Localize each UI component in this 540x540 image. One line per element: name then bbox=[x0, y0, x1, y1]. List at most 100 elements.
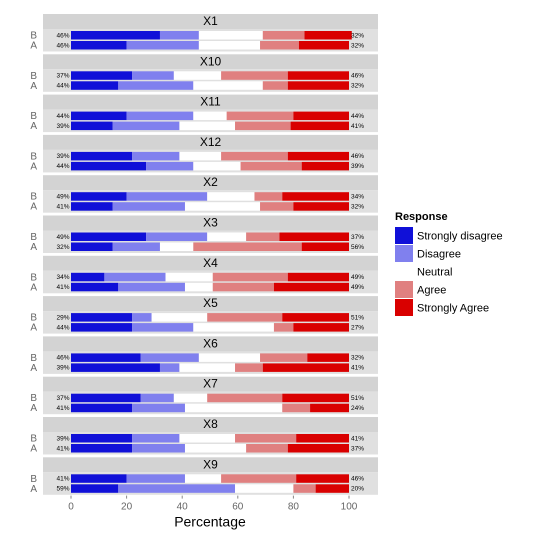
row-label: A bbox=[30, 202, 37, 213]
bar-segment bbox=[198, 41, 261, 50]
bar-segment bbox=[71, 282, 119, 292]
left-percent-label: 29% bbox=[56, 314, 69, 321]
bar-segment bbox=[193, 242, 302, 251]
panel-label: X8 bbox=[203, 417, 218, 431]
bar-segment bbox=[293, 202, 349, 211]
bar-segment bbox=[71, 363, 160, 372]
bar-segment bbox=[282, 393, 349, 403]
bar-segment bbox=[126, 474, 185, 483]
legend-swatch bbox=[395, 299, 413, 316]
panel-strip bbox=[43, 296, 378, 312]
bar-segment bbox=[235, 363, 263, 372]
right-percent-label: 32% bbox=[351, 204, 364, 211]
bar-segment bbox=[132, 323, 194, 332]
bar-segment bbox=[112, 202, 185, 211]
row-label: A bbox=[30, 121, 37, 132]
bar-segment bbox=[193, 111, 227, 121]
row-label: B bbox=[30, 474, 37, 485]
bar-segment bbox=[184, 403, 283, 413]
right-percent-label: 20% bbox=[351, 486, 364, 493]
bar-segment bbox=[246, 232, 280, 241]
bar-segment bbox=[132, 403, 185, 413]
bar-segment bbox=[179, 363, 236, 372]
right-percent-label: 32% bbox=[351, 83, 364, 90]
bar-segment bbox=[184, 282, 213, 292]
left-percent-label: 39% bbox=[56, 123, 69, 130]
panel-label: X7 bbox=[203, 377, 218, 391]
row-label: A bbox=[30, 484, 37, 495]
bar-segment bbox=[307, 353, 349, 362]
bar-segment bbox=[287, 151, 349, 161]
left-percent-label: 39% bbox=[56, 365, 69, 372]
left-percent-label: 37% bbox=[56, 73, 69, 80]
bar-segment bbox=[132, 71, 174, 80]
bar-segment bbox=[260, 41, 299, 50]
panel-label: X12 bbox=[200, 135, 222, 149]
row-label: A bbox=[30, 282, 37, 293]
bar-segment bbox=[184, 202, 261, 211]
bar-segment bbox=[207, 232, 247, 241]
panel-strip bbox=[43, 417, 378, 432]
bar-segment bbox=[262, 31, 305, 40]
bar-segment bbox=[118, 282, 185, 292]
bar-segment bbox=[193, 161, 241, 171]
right-percent-label: 32% bbox=[351, 32, 364, 39]
left-percent-label: 49% bbox=[56, 234, 69, 241]
bar-segment bbox=[179, 151, 222, 161]
panel-strip bbox=[43, 94, 378, 110]
bar-segment bbox=[287, 81, 349, 90]
bar-segment bbox=[254, 192, 283, 201]
bar-segment bbox=[282, 192, 349, 201]
left-percent-label: 41% bbox=[56, 405, 69, 412]
panel-strip bbox=[43, 255, 378, 271]
bar-segment bbox=[132, 444, 185, 453]
bar-segment bbox=[207, 393, 283, 403]
legend-label: Agree bbox=[417, 285, 446, 297]
panel-label: X10 bbox=[200, 54, 222, 68]
bar-segment bbox=[260, 202, 294, 211]
row-label: A bbox=[30, 444, 37, 455]
bar-segment bbox=[173, 393, 208, 403]
left-percent-label: 32% bbox=[56, 244, 69, 251]
x-tick-label: 40 bbox=[177, 502, 189, 513]
bar-segment bbox=[165, 272, 213, 282]
bar-segment bbox=[71, 121, 113, 131]
bar-segment bbox=[71, 313, 133, 322]
legend-swatch bbox=[395, 245, 413, 262]
row-label: A bbox=[30, 242, 37, 253]
right-percent-label: 56% bbox=[351, 244, 364, 251]
legend-label: Strongly disagree bbox=[417, 231, 503, 243]
bar-segment bbox=[293, 323, 349, 332]
panel-label: X6 bbox=[203, 336, 218, 350]
bar-segment bbox=[293, 484, 316, 493]
bar-segment bbox=[273, 282, 349, 292]
bar-segment bbox=[235, 484, 294, 493]
bar-segment bbox=[159, 242, 194, 251]
bar-segment bbox=[173, 71, 222, 80]
bar-segment bbox=[198, 31, 263, 40]
bar-segment bbox=[193, 323, 274, 332]
bar-segment bbox=[118, 484, 236, 493]
bar-segment bbox=[273, 323, 294, 332]
bar-segment bbox=[287, 444, 349, 453]
row-label: B bbox=[30, 353, 37, 364]
bar-segment bbox=[290, 121, 349, 131]
bar-segment bbox=[193, 81, 263, 90]
x-tick-label: 80 bbox=[288, 502, 300, 513]
bar-segment bbox=[71, 242, 113, 251]
bar-segment bbox=[260, 353, 308, 362]
left-percent-label: 46% bbox=[56, 42, 69, 49]
bar-segment bbox=[184, 474, 222, 483]
legend-swatch bbox=[395, 263, 413, 280]
bar-segment bbox=[71, 474, 127, 483]
panel-strip bbox=[43, 336, 378, 352]
bar-segment bbox=[71, 403, 133, 413]
bar-segment bbox=[287, 71, 349, 80]
bar-segment bbox=[221, 474, 297, 483]
row-label: A bbox=[30, 363, 37, 374]
bar-segment bbox=[179, 434, 236, 443]
bar-segment bbox=[298, 41, 349, 50]
bar-segment bbox=[71, 353, 141, 362]
bar-segment bbox=[71, 151, 133, 161]
legend-label: Strongly Agree bbox=[417, 303, 489, 315]
